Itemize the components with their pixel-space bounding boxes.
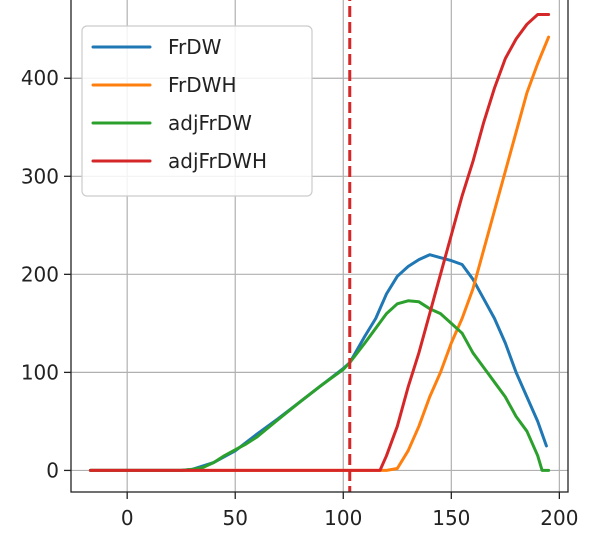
x-tick-label: 200 (540, 506, 578, 530)
legend-box (81, 25, 313, 197)
legend: FrDW FrDWH adjFrDW adjFrDWH (81, 25, 313, 197)
y-tick-label: 200 (21, 262, 59, 286)
y-tick-label: 0 (46, 458, 59, 482)
y-tick-label: 300 (21, 164, 59, 188)
series-line-adjFrDWH (88, 13, 551, 472)
x-tick-label: 0 (121, 506, 134, 530)
x-tick-label: 50 (222, 506, 247, 530)
series-line-FrDWH (88, 35, 551, 472)
series-layer (88, 13, 551, 472)
legend-label-FrDW: FrDW (168, 35, 222, 59)
series-line-FrDW (88, 253, 548, 472)
legend-label-adjFrDWH: adjFrDWH (168, 149, 267, 173)
y-tick-label: 400 (21, 66, 59, 90)
y-tick-label: 100 (21, 360, 59, 384)
x-tick-label: 150 (432, 506, 470, 530)
plot-frame (70, 0, 569, 493)
series-line-adjFrDW (88, 299, 551, 472)
x-tick-label: 100 (324, 506, 362, 530)
legend-label-adjFrDW: adjFrDW (168, 111, 252, 135)
legend-label-FrDWH: FrDWH (168, 73, 237, 97)
ticks: 0 50 100 150 200 0 100 200 300 400 (21, 66, 579, 530)
